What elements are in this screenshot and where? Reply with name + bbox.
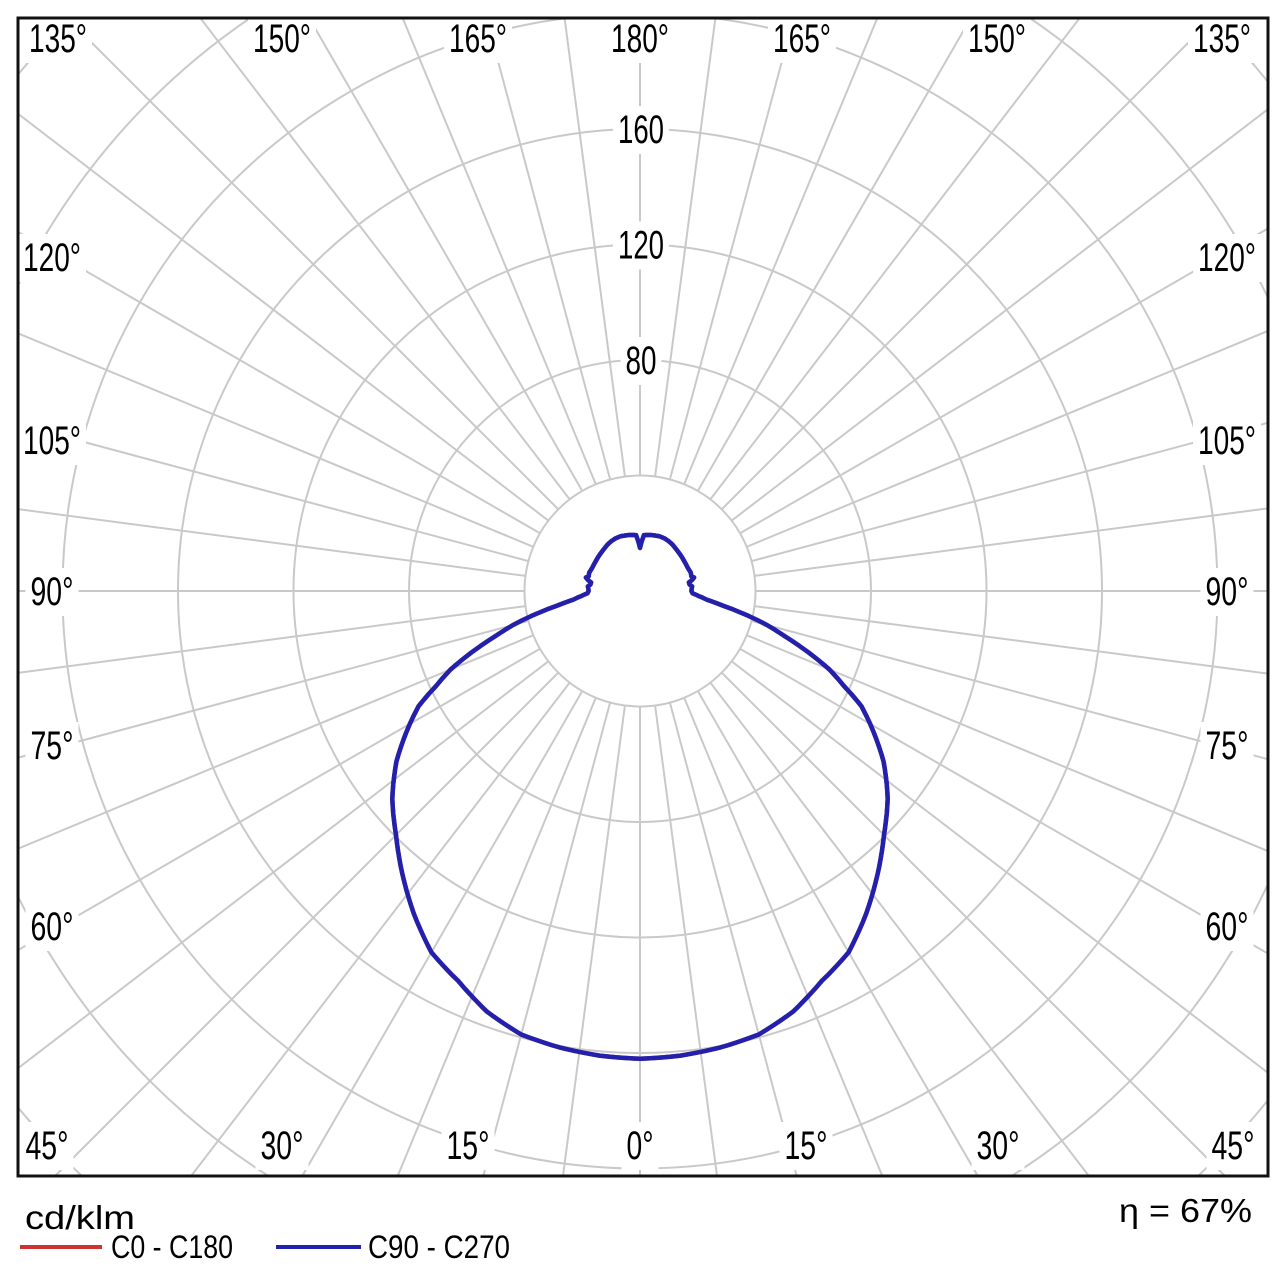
angle-label-right: 75° [1206, 724, 1249, 768]
angle-label-bottom: 15° [785, 1124, 828, 1168]
angle-label-top: 165° [773, 17, 831, 61]
angle-label-left: 120° [23, 236, 81, 280]
legend-label-c0-c180: C0 - C180 [111, 1229, 233, 1265]
angle-label-left: 60° [31, 905, 74, 949]
angle-label-right: 90° [1206, 570, 1249, 614]
angle-label-top: 150° [968, 17, 1026, 61]
angle-label-left: 105° [23, 419, 81, 463]
angle-label-top: 135° [29, 17, 87, 61]
angle-label-bottom: 30° [977, 1124, 1020, 1168]
angle-label-top: 165° [449, 17, 507, 61]
angle-label-bottom: 0° [627, 1124, 654, 1168]
curve-c90-c270 [390, 532, 890, 1062]
grid-labels: 135° 150° 165° 180° 165° 150° 135° 45° 30° 15° 0° 1… [18, 15, 1261, 1170]
angle-label-left: 75° [31, 724, 74, 768]
angle-label-bottom: 45° [1212, 1124, 1255, 1168]
angle-label-top: 135° [1193, 17, 1251, 61]
efficiency-label: η = 67% [1119, 1192, 1252, 1229]
radial-tick-label: 160 [618, 108, 664, 152]
angle-label-bottom: 15° [447, 1124, 490, 1168]
radial-tick-label: 120 [618, 224, 664, 268]
angle-label-bottom: 30° [261, 1124, 304, 1168]
angle-label-top: 150° [253, 17, 311, 61]
angle-label-right: 60° [1206, 905, 1249, 949]
angle-label-left: 90° [31, 570, 74, 614]
angle-label-bottom: 45° [26, 1124, 69, 1168]
unit-label: cd/klm [25, 1199, 135, 1236]
legend-label-c90-c270: C90 - C270 [368, 1229, 510, 1265]
angle-label-right: 120° [1198, 236, 1256, 280]
intensity-curves [390, 532, 890, 1062]
angle-label-right: 105° [1198, 419, 1256, 463]
angle-label-top: 180° [611, 17, 669, 61]
radial-tick-label: 80 [626, 339, 657, 383]
plot-border [16, 16, 1270, 1178]
